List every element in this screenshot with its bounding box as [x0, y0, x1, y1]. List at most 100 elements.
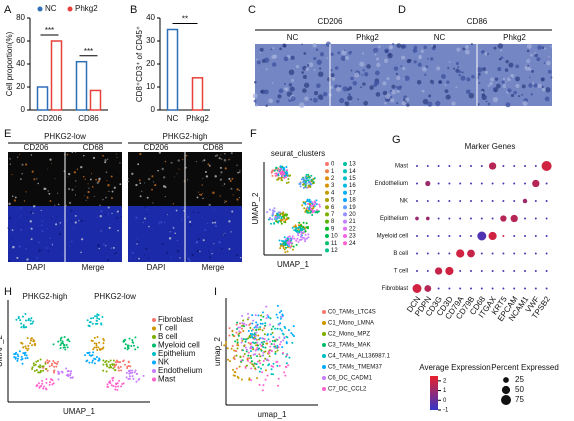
texture [31, 170, 34, 173]
if-label: Merge [82, 263, 105, 272]
umap-point [261, 371, 264, 374]
texture [119, 162, 121, 164]
umap-point [270, 350, 273, 353]
texture [70, 240, 73, 243]
umap-point [135, 372, 138, 375]
texture [526, 58, 531, 64]
umap-point [285, 172, 288, 175]
dot [500, 215, 507, 222]
texture [209, 231, 211, 233]
umap-point [94, 315, 97, 318]
umap-point [270, 328, 273, 331]
umap-point [291, 226, 294, 229]
umap-point [36, 384, 39, 387]
umap-point [252, 319, 255, 322]
ihc-label: Phkg2 [503, 33, 526, 42]
umap-point [307, 236, 310, 239]
umap-point [250, 360, 253, 363]
texture [73, 227, 75, 229]
umap-point [272, 211, 275, 214]
texture [76, 168, 79, 170]
texture [541, 85, 544, 88]
texture [197, 211, 200, 214]
umap-point [252, 365, 255, 368]
umap-point [270, 222, 273, 225]
umap-point [304, 175, 307, 178]
texture [263, 57, 270, 63]
texture [497, 67, 502, 72]
umap-point [88, 354, 91, 357]
panel-label: I [214, 286, 217, 298]
umap-point [88, 361, 91, 364]
umap-point [292, 248, 295, 251]
row-label: Endothelium [375, 181, 408, 187]
texture [213, 243, 215, 245]
umap-point [249, 354, 252, 357]
umap-point [252, 348, 255, 351]
texture [71, 151, 74, 153]
umap-point [135, 380, 138, 383]
texture [384, 101, 387, 105]
umap-point [264, 378, 267, 381]
umap-point [21, 362, 24, 365]
umap-point [94, 358, 97, 361]
umap-point [63, 346, 66, 349]
texture [102, 198, 104, 201]
umap-point [281, 212, 284, 215]
umap-point [17, 355, 20, 358]
umap-point [122, 360, 125, 363]
dot [445, 266, 454, 276]
texture [513, 90, 517, 95]
umap-point [37, 382, 40, 385]
umap-point [98, 317, 101, 320]
texture [204, 228, 207, 231]
umap-point [126, 366, 129, 369]
umap-point [279, 242, 282, 245]
texture [196, 242, 197, 244]
umap-point [282, 243, 285, 246]
legend-label: 23 [349, 234, 356, 240]
texture [46, 247, 48, 249]
texture [527, 64, 530, 67]
umap-point [39, 364, 42, 367]
texture [530, 93, 534, 96]
texture [510, 73, 515, 78]
umap-point [258, 359, 261, 362]
umap-point [280, 217, 283, 220]
texture [100, 210, 103, 213]
umap-point [291, 341, 294, 344]
umap-point [306, 200, 309, 203]
texture [212, 191, 215, 195]
dot [416, 182, 418, 185]
umap-point [276, 360, 279, 363]
texture [464, 44, 469, 49]
texture [237, 171, 239, 174]
texture [89, 178, 92, 181]
umap-point [255, 344, 258, 347]
umap-point [20, 322, 23, 325]
texture [505, 102, 511, 108]
umap-point [240, 327, 243, 330]
dot [416, 165, 418, 167]
umap-point [274, 327, 277, 330]
texture [522, 100, 528, 106]
texture [521, 93, 524, 96]
umap-point [96, 317, 99, 320]
umap-point [95, 315, 98, 318]
texture [239, 169, 241, 171]
umap-point [126, 345, 129, 348]
y-tick-label: 20 [16, 82, 25, 91]
bar [50, 40, 63, 111]
umap-point [114, 385, 117, 388]
texture [391, 89, 396, 95]
texture [176, 249, 180, 253]
legend-label: 5 [331, 198, 335, 204]
umap-point [39, 371, 42, 374]
umap-point [307, 211, 310, 214]
texture [214, 221, 217, 224]
texture [172, 203, 175, 205]
texture [91, 186, 94, 188]
umap-point [294, 230, 297, 233]
umap-ylabel: UMAP_2 [251, 192, 260, 225]
umap-point [309, 210, 312, 213]
